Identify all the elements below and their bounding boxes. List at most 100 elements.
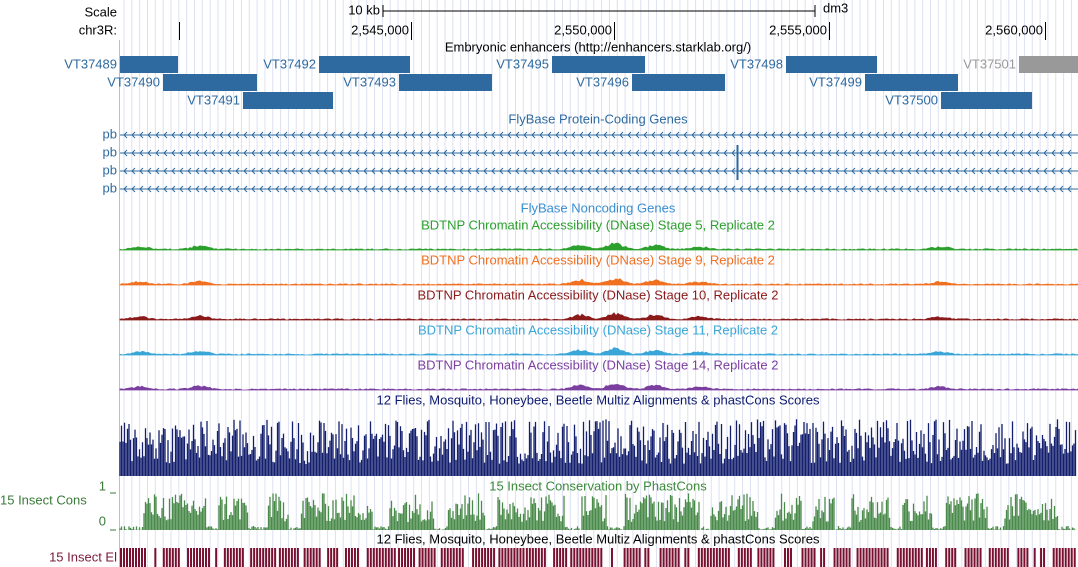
element-block <box>623 548 641 567</box>
element-block <box>418 548 436 567</box>
element <box>914 548 917 567</box>
track-title: 12 Flies, Mosquito, Honeybee, Beetle Mul… <box>377 392 820 407</box>
element <box>807 548 810 567</box>
element <box>404 548 407 567</box>
element <box>573 548 576 567</box>
element <box>979 548 982 567</box>
element <box>259 548 262 567</box>
element <box>1055 548 1058 567</box>
element-block <box>223 548 244 567</box>
element <box>472 548 475 567</box>
element <box>498 548 501 567</box>
element <box>446 548 449 567</box>
element <box>262 548 265 567</box>
dnase-signal <box>119 384 1078 391</box>
element <box>553 548 556 567</box>
element <box>833 548 836 567</box>
element-block <box>1017 548 1029 567</box>
element <box>372 548 375 567</box>
element <box>193 548 196 567</box>
elements-label: 15 Insect El <box>49 549 117 564</box>
element <box>786 548 789 567</box>
element-block <box>215 548 218 567</box>
enhancer-label: VT37491 <box>187 92 240 107</box>
element <box>418 548 421 567</box>
element <box>1040 548 1043 567</box>
element <box>1026 548 1029 567</box>
element <box>223 548 226 567</box>
element <box>120 548 122 567</box>
element <box>908 548 911 567</box>
element <box>1058 548 1061 567</box>
element <box>493 548 496 567</box>
element <box>588 548 591 567</box>
element <box>877 548 880 567</box>
element <box>519 548 522 567</box>
element-block <box>1033 548 1036 567</box>
element <box>1003 548 1006 567</box>
element <box>241 548 244 567</box>
element <box>393 548 396 567</box>
element <box>138 548 140 567</box>
element <box>1017 548 1020 567</box>
enhancer-label: VT37490 <box>107 74 160 89</box>
element <box>215 548 218 567</box>
element-block <box>498 548 519 567</box>
element-block <box>120 548 146 567</box>
element-block <box>187 548 211 567</box>
element <box>235 548 238 567</box>
element <box>504 548 507 567</box>
track-title: FlyBase Protein-Coding Genes <box>508 111 688 126</box>
element <box>162 548 165 567</box>
element <box>746 548 749 567</box>
element <box>665 548 668 567</box>
element <box>123 548 125 567</box>
ruler-position: 2,545,000 <box>351 22 409 37</box>
element <box>144 548 146 567</box>
element <box>1064 548 1067 567</box>
element-block <box>278 548 299 567</box>
element <box>327 548 330 567</box>
element <box>896 548 899 567</box>
element <box>265 548 268 567</box>
element <box>724 548 727 567</box>
element <box>378 548 381 567</box>
element <box>401 548 404 567</box>
element <box>911 548 914 567</box>
ruler-position: 2,555,000 <box>769 22 827 37</box>
element <box>967 548 970 567</box>
element <box>250 548 253 567</box>
element <box>697 548 700 567</box>
element <box>427 548 430 567</box>
element <box>407 548 410 567</box>
scale-label: Scale <box>84 4 117 19</box>
track-title: BDTNP Chromatin Accessibility (DNase) St… <box>417 357 778 372</box>
element <box>478 548 481 567</box>
element <box>344 548 347 567</box>
element <box>461 548 464 567</box>
element <box>763 548 766 567</box>
element <box>585 548 588 567</box>
element <box>350 548 353 567</box>
element-block <box>820 548 826 567</box>
element <box>528 548 531 567</box>
element <box>845 548 848 567</box>
element <box>229 548 232 567</box>
element-block <box>801 548 816 567</box>
enhancer-label: VT37501 <box>963 56 1016 71</box>
element <box>165 548 168 567</box>
element <box>421 548 424 567</box>
dnase-signal <box>119 278 1078 286</box>
element <box>668 548 671 567</box>
element <box>366 548 369 567</box>
element <box>820 548 823 567</box>
element-block <box>327 548 339 567</box>
element <box>501 548 504 567</box>
element <box>559 548 562 567</box>
element <box>1052 548 1055 567</box>
element <box>1023 548 1026 567</box>
element <box>632 548 635 567</box>
ruler-position: 2,550,000 <box>554 22 612 37</box>
element <box>743 548 746 567</box>
